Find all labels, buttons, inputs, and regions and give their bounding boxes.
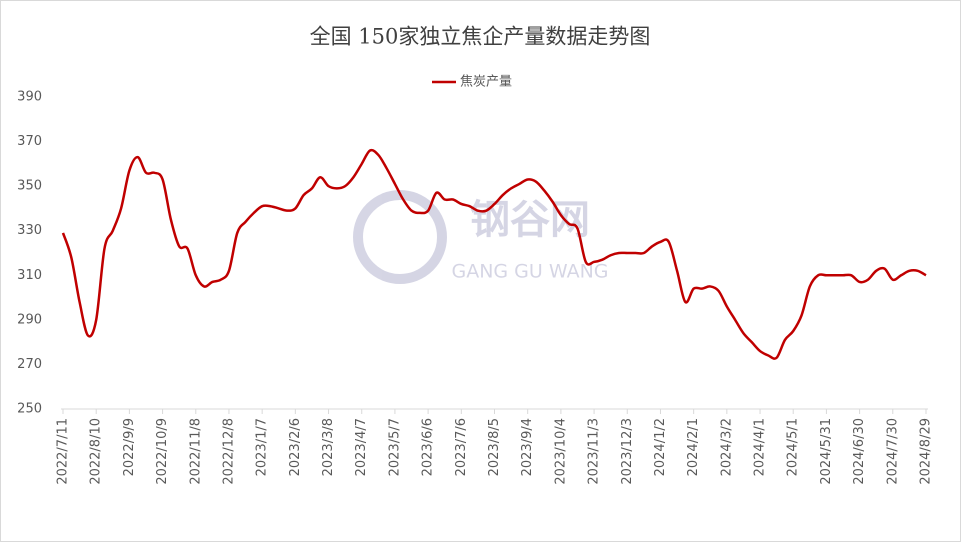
y-tick-label: 270	[17, 357, 42, 372]
x-tick-label: 2023/10/4	[553, 418, 568, 485]
watermark-subname: GANG GU WANG	[451, 261, 608, 283]
y-tick-label: 330	[17, 223, 42, 238]
x-tick-label: 2023/9/4	[520, 418, 535, 476]
x-tick-label: 2023/5/7	[387, 418, 402, 476]
x-tick-label: 2024/5/31	[819, 418, 834, 485]
x-tick-label: 2022/7/11	[56, 418, 71, 485]
x-tick-label: 2024/5/1	[786, 418, 801, 476]
x-tick-label: 2023/7/6	[454, 418, 469, 476]
x-tick-label: 2023/4/7	[354, 418, 369, 476]
x-tick-label: 2023/1/7	[255, 418, 270, 476]
y-tick-label: 310	[17, 268, 42, 283]
x-tick-label: 2022/9/9	[122, 418, 137, 476]
x-tick-label: 2024/6/30	[852, 418, 867, 485]
x-tick-label: 2024/1/2	[653, 418, 668, 476]
x-tick-label: 2024/7/30	[885, 418, 900, 485]
watermark-name: 钢谷网	[470, 197, 590, 243]
x-tick-label: 2022/8/10	[89, 418, 104, 485]
x-tick-label: 2023/2/6	[288, 418, 303, 476]
x-tick-label: 2022/11/8	[188, 418, 203, 485]
x-tick-label: 2023/6/6	[421, 418, 436, 476]
series-line	[61, 148, 927, 360]
x-tick-label: 2023/3/8	[321, 418, 336, 476]
y-tick-label: 350	[17, 179, 42, 194]
x-tick-label: 2024/3/2	[719, 418, 734, 476]
x-tick-label: 2024/8/29	[919, 418, 934, 485]
legend-label: 焦炭产量	[460, 75, 512, 90]
y-tick-label: 390	[17, 90, 42, 105]
x-tick-label: 2022/10/9	[155, 418, 170, 485]
x-tick-label: 2024/4/1	[753, 418, 768, 476]
y-tick-label: 250	[17, 402, 42, 417]
chart-title: 全国 150家独立焦企产量数据走势图	[310, 25, 651, 49]
x-tick-label: 2022/12/8	[221, 418, 236, 485]
y-tick-label: 290	[17, 312, 42, 327]
x-tick-label: 2024/2/1	[686, 418, 701, 476]
x-tick-label: 2023/11/3	[587, 418, 602, 485]
x-tick-label: 2023/8/5	[487, 418, 502, 476]
x-tick-label: 2023/12/3	[620, 418, 635, 485]
y-tick-label: 370	[17, 134, 42, 149]
